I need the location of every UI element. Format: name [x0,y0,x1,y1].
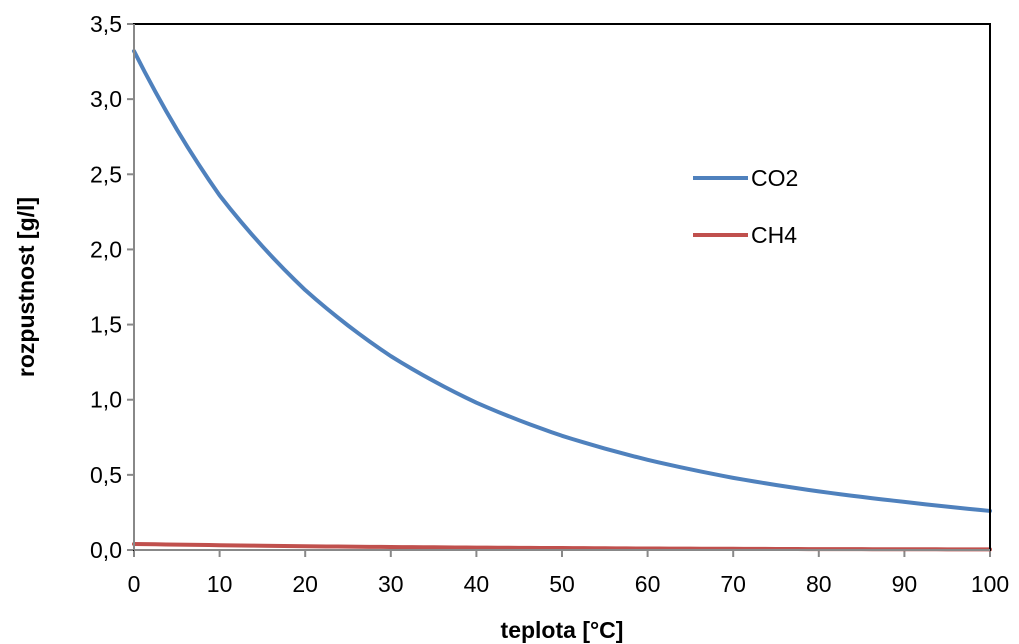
x-tick-label: 40 [464,571,490,597]
y-tick-label: 2,5 [90,161,122,187]
y-axis-ticks: 0,0 0,5 1,0 1,5 2,0 2,5 3,0 3,5 [90,11,134,563]
x-tick-label: 60 [635,571,661,597]
x-tick-label: 10 [207,571,233,597]
y-tick-label: 3,0 [90,86,122,112]
series-line-co2 [132,49,992,513]
x-tick-label: 90 [892,571,918,597]
y-tick-label: 1,0 [90,387,122,413]
x-tick-label: 0 [128,571,141,597]
legend: CO2 CH4 [693,165,798,248]
x-tick-label: 100 [971,571,1009,597]
x-tick-label: 50 [549,571,575,597]
x-axis-ticks: 0 10 20 30 40 50 60 70 80 90 100 [128,550,1009,597]
series-line-ch4 [132,541,992,552]
y-tick-label: 3,5 [90,11,122,37]
legend-label-ch4: CH4 [751,222,797,248]
x-tick-label: 30 [378,571,404,597]
x-axis-title: teplota [°C] [501,617,624,643]
y-tick-label: 2,0 [90,236,122,262]
y-axis-title: rozpustnost [g/l] [13,197,39,377]
plot-frame [133,23,991,551]
series-lines [132,49,992,552]
legend-label-co2: CO2 [751,165,798,191]
y-tick-label: 0,0 [90,537,122,563]
x-tick-label: 80 [806,571,832,597]
y-tick-label: 0,5 [90,462,122,488]
x-tick-label: 20 [292,571,318,597]
x-tick-label: 70 [720,571,746,597]
y-tick-label: 1,5 [90,312,122,338]
